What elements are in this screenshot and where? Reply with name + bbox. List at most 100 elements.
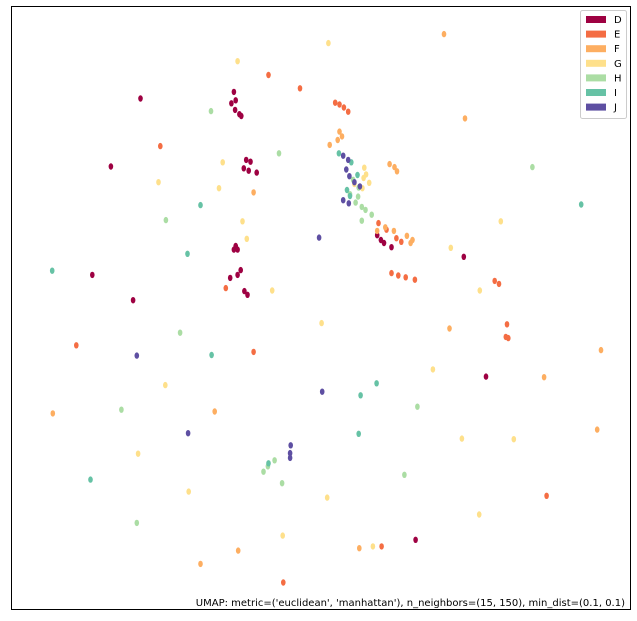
legend-swatch-D bbox=[586, 16, 606, 23]
point-D-3 bbox=[130, 297, 136, 304]
point-I-0 bbox=[336, 150, 342, 157]
point-G-6 bbox=[362, 164, 367, 171]
point-G-26 bbox=[370, 543, 376, 550]
point-G-13 bbox=[269, 287, 275, 294]
point-E-9 bbox=[251, 348, 256, 356]
point-G-22 bbox=[324, 494, 330, 501]
point-J-7 bbox=[340, 197, 346, 204]
point-E-3 bbox=[332, 99, 338, 106]
point-D-22 bbox=[245, 291, 250, 298]
point-D-27 bbox=[461, 253, 467, 260]
point-I-6 bbox=[185, 250, 190, 257]
point-G-18 bbox=[430, 366, 436, 373]
point-E-7 bbox=[223, 284, 229, 292]
point-H-7 bbox=[359, 203, 365, 211]
point-F-6 bbox=[337, 128, 342, 135]
point-F-24 bbox=[198, 560, 203, 568]
point-F-10 bbox=[374, 227, 380, 235]
point-H-12 bbox=[177, 329, 183, 336]
point-I-3 bbox=[344, 186, 350, 194]
point-H-13 bbox=[272, 457, 277, 464]
point-F-13 bbox=[404, 232, 410, 239]
point-F-18 bbox=[541, 374, 547, 381]
point-E-16 bbox=[403, 274, 409, 281]
point-H-19 bbox=[119, 406, 124, 413]
point-G-17 bbox=[477, 287, 483, 294]
point-E-14 bbox=[389, 269, 394, 277]
point-F-15 bbox=[408, 239, 413, 247]
point-H-9 bbox=[369, 211, 375, 218]
point-G-9 bbox=[366, 179, 372, 186]
point-H-16 bbox=[279, 480, 285, 487]
umap-parameters-caption: UMAP: metric=('euclidean', 'manhattan'),… bbox=[196, 598, 625, 609]
point-E-19 bbox=[492, 277, 498, 285]
point-G-16 bbox=[498, 218, 504, 225]
point-D-17 bbox=[235, 246, 240, 253]
point-E-5 bbox=[341, 104, 347, 111]
point-H-20 bbox=[134, 519, 140, 527]
point-J-11 bbox=[185, 430, 191, 437]
point-G-1 bbox=[235, 58, 240, 65]
point-E-24 bbox=[281, 579, 286, 586]
point-J-6 bbox=[346, 200, 352, 207]
legend-label-D: D bbox=[614, 15, 622, 26]
legend-swatch-F bbox=[586, 45, 606, 53]
point-H-18 bbox=[402, 471, 407, 478]
point-D-2 bbox=[90, 271, 95, 279]
point-H-1 bbox=[276, 150, 282, 157]
point-I-9 bbox=[209, 351, 214, 359]
point-H-11 bbox=[163, 216, 169, 224]
point-F-12 bbox=[391, 227, 397, 235]
point-D-7 bbox=[232, 106, 238, 114]
point-I-10 bbox=[374, 380, 379, 387]
point-D-11 bbox=[248, 158, 253, 165]
point-G-0 bbox=[326, 39, 331, 47]
legend-label-H: H bbox=[614, 73, 622, 84]
point-F-9 bbox=[394, 168, 400, 175]
legend-label-J: J bbox=[613, 103, 617, 114]
point-H-6 bbox=[353, 199, 358, 206]
point-I-13 bbox=[88, 476, 93, 483]
point-F-16 bbox=[447, 325, 452, 332]
legend-label-G: G bbox=[614, 59, 622, 70]
point-E-13 bbox=[399, 238, 404, 245]
point-G-4 bbox=[156, 179, 161, 186]
point-G-3 bbox=[240, 218, 245, 225]
point-J-13 bbox=[287, 449, 293, 457]
point-E-20 bbox=[504, 321, 510, 328]
legend-swatch-I bbox=[586, 89, 606, 96]
scatter-points bbox=[49, 30, 604, 586]
point-F-5 bbox=[339, 133, 345, 140]
plot-area-frame bbox=[11, 6, 631, 610]
point-F-3 bbox=[327, 141, 333, 149]
point-G-21 bbox=[186, 488, 191, 495]
point-H-0 bbox=[208, 107, 214, 115]
point-J-9 bbox=[134, 352, 140, 359]
point-G-15 bbox=[448, 244, 454, 251]
point-E-2 bbox=[297, 85, 303, 92]
point-I-12 bbox=[266, 460, 271, 467]
legend-swatch-E bbox=[586, 30, 606, 38]
point-F-21 bbox=[212, 408, 217, 415]
point-E-8 bbox=[74, 342, 79, 349]
point-E-0 bbox=[158, 142, 163, 150]
legend-swatch-G bbox=[586, 59, 606, 67]
point-G-2 bbox=[220, 159, 225, 166]
point-D-28 bbox=[483, 373, 489, 380]
point-E-17 bbox=[412, 276, 418, 283]
point-H-17 bbox=[415, 403, 420, 410]
point-E-15 bbox=[396, 272, 401, 279]
point-D-13 bbox=[246, 167, 251, 174]
point-F-0 bbox=[441, 30, 447, 38]
point-F-19 bbox=[594, 426, 600, 433]
point-I-2 bbox=[355, 171, 360, 179]
point-D-10 bbox=[243, 156, 249, 164]
point-H-5 bbox=[355, 193, 361, 200]
point-G-5 bbox=[216, 185, 222, 192]
point-J-2 bbox=[344, 166, 349, 173]
point-I-4 bbox=[347, 192, 353, 200]
point-H-15 bbox=[261, 468, 266, 475]
point-D-12 bbox=[241, 165, 247, 172]
point-J-0 bbox=[340, 152, 346, 159]
